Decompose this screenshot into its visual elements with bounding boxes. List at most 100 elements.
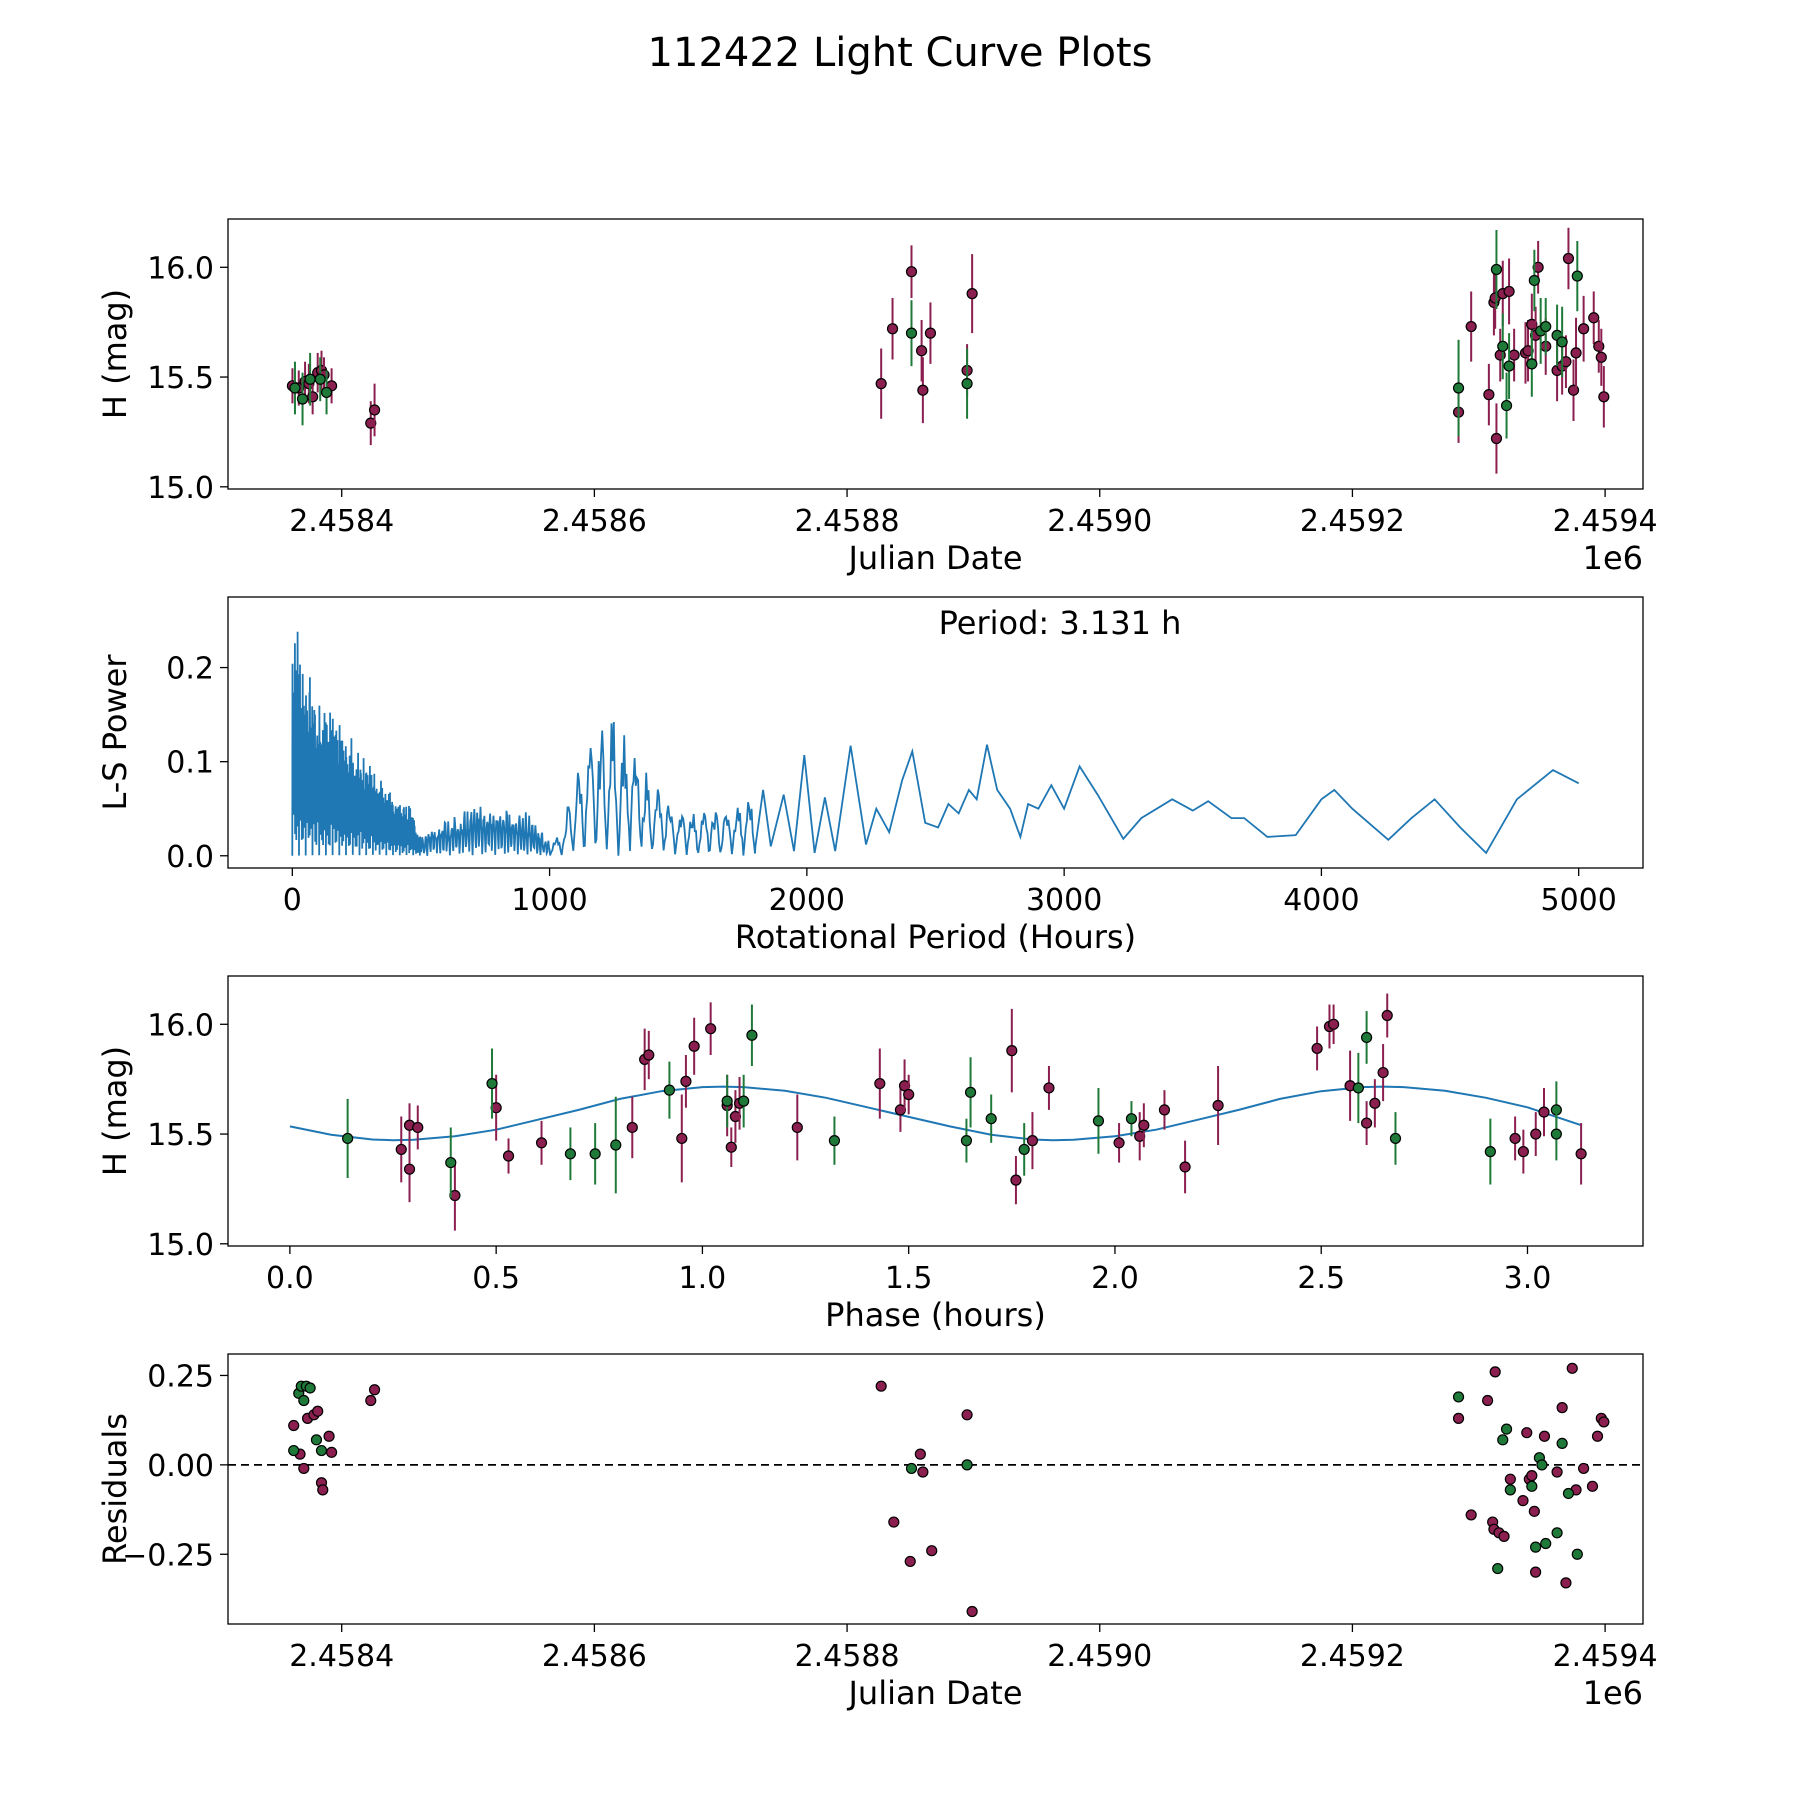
- data-point: [1550, 1128, 1562, 1140]
- data-point: [1043, 1082, 1055, 1094]
- x-tick-label: 2.4590: [1047, 504, 1152, 539]
- data-point: [1551, 1466, 1563, 1478]
- data-point: [1526, 358, 1538, 370]
- data-point: [395, 1143, 407, 1156]
- data-point: [964, 1086, 977, 1098]
- data-point: [412, 1121, 424, 1134]
- data-point: [1452, 382, 1465, 394]
- data-point: [610, 1139, 622, 1151]
- y-tick-label: −0.25: [122, 1538, 214, 1573]
- y-axis-label: H (mag): [96, 289, 134, 419]
- y-tick-label: 15.0: [147, 471, 214, 506]
- data-point: [985, 1113, 997, 1125]
- y-tick-label: 0.1: [166, 746, 214, 781]
- data-point: [916, 345, 928, 357]
- data-point: [1452, 1412, 1465, 1424]
- data-point: [1489, 1366, 1501, 1378]
- data-point: [905, 266, 918, 278]
- data-point: [903, 1088, 915, 1101]
- data-point: [1570, 347, 1582, 359]
- data-point: [924, 327, 937, 339]
- data-point: [403, 1163, 416, 1175]
- data-point: [1179, 1161, 1191, 1173]
- data-point: [1571, 270, 1583, 282]
- y-axis-label: H (mag): [96, 1046, 134, 1176]
- data-point: [1591, 1430, 1604, 1442]
- data-point: [1556, 1402, 1568, 1414]
- data-point: [445, 1156, 457, 1169]
- data-point: [1465, 1509, 1477, 1521]
- data-point: [1503, 360, 1515, 372]
- x-tick-label: 5000: [1541, 883, 1617, 918]
- data-point: [323, 1430, 335, 1442]
- data-point: [1311, 1042, 1323, 1055]
- data-point: [1540, 320, 1552, 333]
- data-point: [960, 1135, 973, 1147]
- data-point: [1503, 285, 1515, 298]
- x-tick-label: 2.4594: [1553, 504, 1658, 539]
- data-point: [828, 1135, 841, 1147]
- x-tick-label: 2.0: [1091, 1261, 1139, 1296]
- y-tick-label: 0.25: [147, 1359, 214, 1394]
- series-g: [288, 1380, 1583, 1575]
- data-point: [966, 288, 978, 300]
- data-point: [289, 382, 301, 394]
- data-point: [317, 1484, 329, 1496]
- data-point: [564, 1148, 577, 1160]
- figure-title: 112422 Light Curve Plots: [648, 30, 1153, 76]
- data-point: [1490, 263, 1503, 276]
- data-point: [1530, 1566, 1542, 1578]
- data-point: [1562, 1487, 1575, 1500]
- data-point: [1504, 1484, 1516, 1496]
- x-offset-label: 1e6: [1583, 1674, 1643, 1712]
- data-point: [791, 1121, 803, 1134]
- data-point: [1598, 1416, 1610, 1428]
- axes-frame: [227, 975, 1644, 1247]
- data-point: [705, 1023, 717, 1035]
- data-point: [926, 1545, 938, 1557]
- data-point: [1327, 1018, 1340, 1030]
- data-point: [746, 1029, 758, 1041]
- data-point: [1571, 1548, 1583, 1560]
- x-tick-label: 2.4584: [289, 1639, 394, 1674]
- data-point: [320, 386, 333, 399]
- data-point: [304, 1382, 316, 1394]
- data-point: [1377, 1066, 1389, 1079]
- periodogram-panel: Period: 3.131 h 0 1000 2000 3000 4000 5000 0.0 0…: [96, 596, 1644, 956]
- light-curve-panel: 2.4584 2.4586 2.4588 2.4590 2.4592 2.4594 15.0…: [96, 218, 1658, 577]
- x-tick-label: 1.0: [679, 1261, 727, 1296]
- x-tick-label: 2.4592: [1300, 1639, 1405, 1674]
- data-point: [1588, 312, 1600, 324]
- data-point: [721, 1095, 733, 1107]
- data-point: [1492, 1562, 1504, 1575]
- x-axis-label: Rotational Period (Hours): [735, 918, 1136, 956]
- x-tick-label: 0.0: [266, 1261, 314, 1296]
- x-axis-label: Julian Date: [846, 1674, 1022, 1712]
- y-tick-label: 15.5: [147, 1118, 214, 1153]
- data-point: [1018, 1143, 1030, 1156]
- data-point: [1092, 1115, 1105, 1127]
- data-point: [1352, 1082, 1364, 1094]
- data-point: [1113, 1137, 1125, 1149]
- data-point: [298, 1462, 310, 1475]
- y-tick-label: 0.00: [147, 1449, 214, 1484]
- data-point: [643, 1049, 655, 1061]
- axes-frame: [227, 218, 1644, 490]
- x-tick-label: 4000: [1283, 883, 1359, 918]
- data-point: [1369, 1097, 1381, 1109]
- data-point: [626, 1121, 638, 1134]
- data-point: [296, 393, 309, 405]
- y-tick-label: 16.0: [147, 1008, 214, 1043]
- data-point: [1517, 1146, 1529, 1158]
- data-point: [966, 1605, 978, 1618]
- data-point: [905, 327, 918, 339]
- data-point: [917, 1466, 929, 1478]
- data-point: [1490, 432, 1503, 445]
- x-tick-label: 1.5: [885, 1261, 933, 1296]
- data-point: [1551, 1527, 1563, 1539]
- x-tick-label: 2.4586: [542, 504, 647, 539]
- y-axis-label: Residuals: [96, 1413, 134, 1565]
- data-point: [1556, 1437, 1568, 1450]
- x-tick-label: 2.4588: [795, 1639, 900, 1674]
- data-point: [1125, 1113, 1138, 1125]
